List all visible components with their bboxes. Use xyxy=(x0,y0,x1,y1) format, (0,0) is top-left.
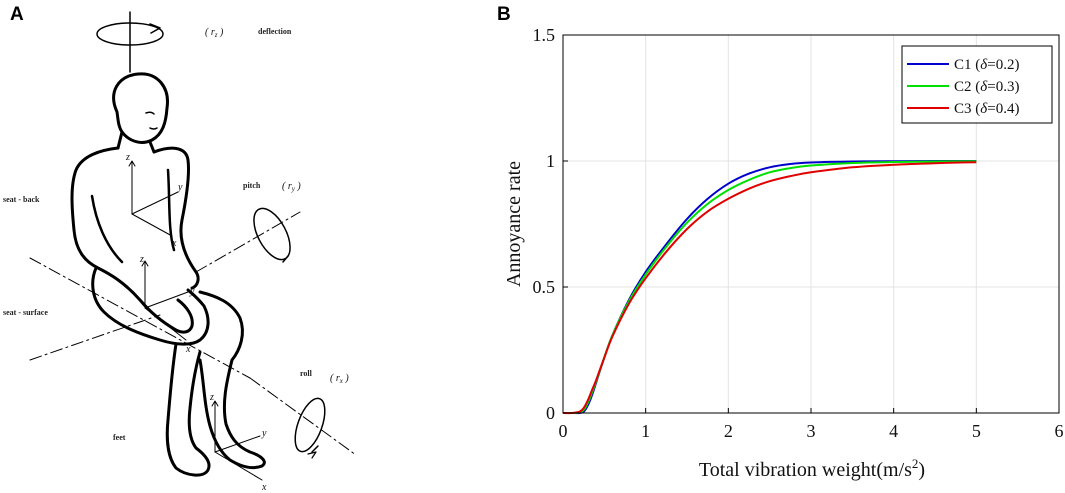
panel-a-letter: A xyxy=(10,4,24,25)
rx-label: ( rx ) xyxy=(330,373,349,385)
x-tick-label: 6 xyxy=(1055,421,1064,441)
head-outline xyxy=(112,72,169,144)
axis-x-label: x xyxy=(185,344,191,355)
pitch-axis-line xyxy=(195,211,301,273)
x-tick-label: 0 xyxy=(559,421,568,441)
x-tick-label: 5 xyxy=(972,421,981,441)
legend-label-c1: C1 (δ=0.2) xyxy=(954,57,1019,73)
legend-label-c2: C2 (δ=0.3) xyxy=(954,79,1019,95)
x-axis-label: Total vibration weight(m/s2) xyxy=(699,456,925,481)
series-line-c2 xyxy=(562,160,977,415)
back-leg-outline xyxy=(165,342,211,477)
panel-b-letter: B xyxy=(497,4,511,25)
lateral-axis-line xyxy=(29,314,161,361)
axis-y-label: y xyxy=(261,428,267,439)
deflection-label: deflection xyxy=(258,27,292,36)
roll-label: roll xyxy=(300,369,313,378)
axis-ticks: 0 1 2 3 4 5 6 0 0.5 1 1.5 xyxy=(533,25,1064,441)
body-outline xyxy=(70,146,194,334)
axis-y-label: y xyxy=(177,182,183,193)
legend-box xyxy=(901,45,1053,124)
roll-axis-line xyxy=(29,257,251,379)
legend-label-c3: C3 (δ=0.4) xyxy=(954,101,1019,117)
mouth-line xyxy=(149,127,158,130)
feet-label: feet xyxy=(113,433,126,442)
yaw-rotation-arrow-icon xyxy=(96,22,164,46)
y-tick-label: 1.5 xyxy=(533,25,556,45)
y-tick-label: 1 xyxy=(546,151,555,171)
rz-label: ( rz ) xyxy=(205,27,224,39)
x-tick-label: 1 xyxy=(641,421,650,441)
legend: C1 (δ=0.2) C2 (δ=0.3) C3 (δ=0.4) xyxy=(901,45,1053,124)
thigh-outline xyxy=(91,266,210,346)
axis-x-label: x xyxy=(171,238,177,249)
triad-feet xyxy=(211,400,263,481)
annoyance-rate-chart: 0 1 2 3 4 5 6 0 0.5 1 1.5 Total vibration weight(m… xyxy=(503,25,1064,481)
triad-seat-surface xyxy=(141,260,189,341)
x-tick-label: 3 xyxy=(807,421,816,441)
seat-back-label: seat - back xyxy=(3,195,40,204)
y-axis-label: Annoyance rate xyxy=(503,161,525,287)
pitch-rotation-arrow-icon xyxy=(253,207,291,263)
x-tick-label: 2 xyxy=(724,421,733,441)
x-tick-label: 4 xyxy=(889,421,898,441)
seat-surface-label: seat - surface xyxy=(3,308,48,317)
ry-label: ( ry ) xyxy=(282,181,301,193)
pitch-label: pitch xyxy=(243,181,261,190)
axis-z-label: z xyxy=(209,392,214,403)
triad-seat-back xyxy=(128,160,179,237)
back-arm-outline xyxy=(152,146,200,290)
roll-rotation-arrow-icon xyxy=(294,397,326,453)
y-tick-label: 0 xyxy=(546,403,555,423)
series-lines xyxy=(562,160,977,415)
axis-x-label: x xyxy=(261,482,267,493)
panel-a-labels: ( rz ) deflection pitch ( ry ) seat - ba… xyxy=(3,27,349,493)
axis-z-label: z xyxy=(125,152,130,163)
seated-human-diagram xyxy=(29,11,357,481)
y-tick-label: 0.5 xyxy=(533,277,556,297)
series-line-c3 xyxy=(562,161,977,415)
front-leg-outline xyxy=(198,358,266,470)
eye-line xyxy=(145,111,155,115)
axis-z-label: z xyxy=(139,254,144,265)
series-line-c1 xyxy=(562,160,977,415)
axis-y-label: y xyxy=(189,286,195,297)
